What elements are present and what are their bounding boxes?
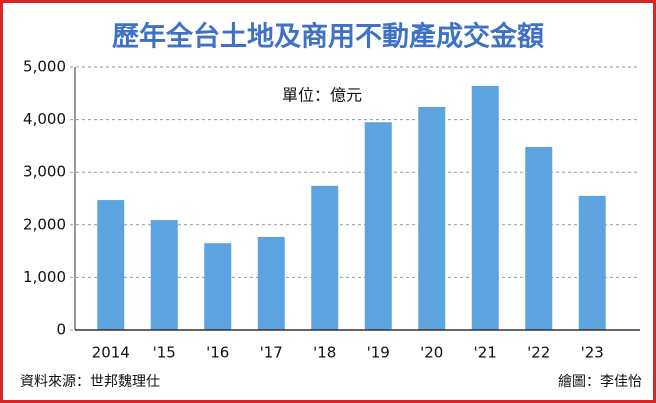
- x-tick-label: '16: [206, 344, 229, 362]
- y-tick-label: 3,000: [23, 163, 66, 181]
- chart-title: 歷年全台土地及商用不動產成交金額: [112, 21, 544, 53]
- x-tick-label: '20: [420, 344, 443, 362]
- y-tick-label: 2,000: [23, 215, 66, 233]
- x-tick-label: '19: [367, 344, 390, 362]
- credit: 繪圖：李佳怡: [558, 373, 642, 390]
- bar: [418, 106, 446, 330]
- x-tick-label: '22: [527, 344, 550, 362]
- bar: [364, 122, 392, 330]
- x-tick-label: '15: [153, 344, 176, 362]
- bar: [578, 195, 606, 330]
- y-tick-label: 0: [56, 321, 66, 339]
- x-tick-label: '23: [581, 344, 604, 362]
- bar: [204, 243, 232, 330]
- x-tick-label: 2014: [92, 344, 130, 362]
- unit-label: 單位：億元: [282, 86, 362, 105]
- y-tick-label: 5,000: [23, 58, 66, 76]
- bar: [97, 200, 125, 330]
- bar: [311, 185, 339, 330]
- x-tick-label: '17: [260, 344, 283, 362]
- bar: [150, 220, 178, 330]
- x-tick-label: '18: [313, 344, 336, 362]
- bar: [525, 146, 553, 330]
- y-tick-label: 1,000: [23, 268, 66, 286]
- y-tick-label: 4,000: [23, 110, 66, 128]
- source: 資料來源：世邦魏理仕: [20, 374, 160, 390]
- x-tick-label: '21: [474, 344, 497, 362]
- bar: [471, 85, 499, 330]
- bar: [257, 236, 285, 330]
